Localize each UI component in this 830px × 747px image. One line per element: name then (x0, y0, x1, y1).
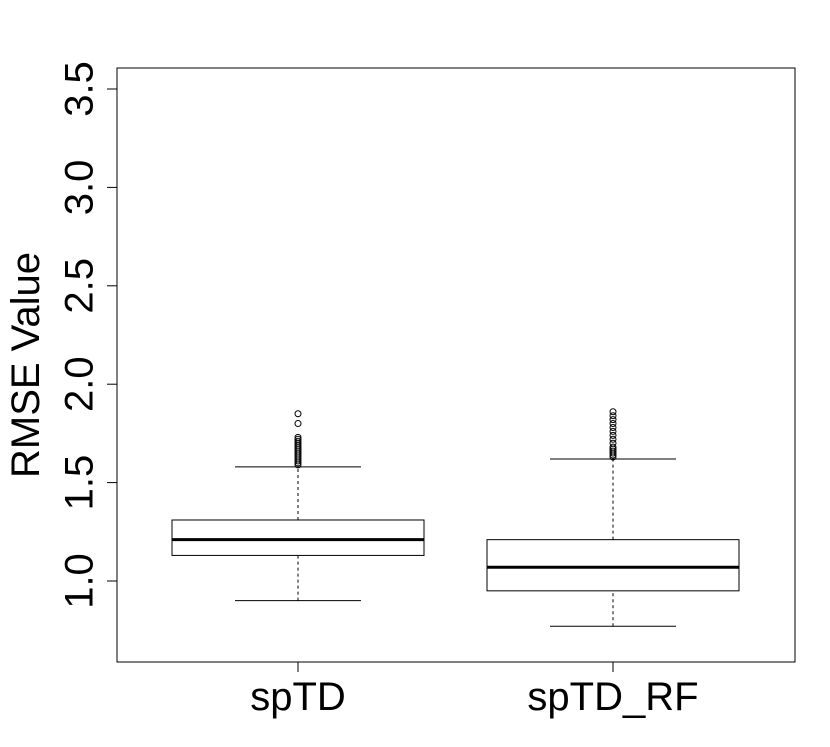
outlier-point (609, 408, 617, 416)
iqr-box (171, 519, 425, 556)
box-spTD_RF (486, 408, 740, 627)
y-axis-label: RMSE Value (4, 252, 48, 478)
outlier-point (609, 416, 617, 424)
outlier-point (294, 433, 302, 441)
iqr-box (486, 539, 740, 592)
x-tick-label: spTD (250, 675, 346, 719)
outlier-point (609, 439, 617, 447)
outlier-point (294, 410, 302, 418)
y-tick-label: 3.0 (57, 160, 101, 216)
outlier-point (609, 431, 617, 439)
y-tick-label: 2.0 (57, 356, 101, 412)
box-spTD (171, 410, 425, 602)
x-axis: spTD spTD_RF (250, 662, 699, 719)
plot-area (116, 67, 796, 663)
outlier-point (609, 427, 617, 435)
outlier-point (609, 423, 617, 431)
y-tick-label: 1.0 (57, 553, 101, 609)
x-tick-label: spTD_RF (527, 675, 698, 719)
outlier-point (609, 443, 617, 451)
y-axis: 1.0 1.5 2.0 2.5 3.0 3.5 (57, 61, 117, 609)
plot-frame (116, 67, 796, 663)
y-tick-label: 1.5 (57, 455, 101, 511)
outlier-point (609, 420, 617, 428)
outlier-point (294, 435, 302, 443)
outlier-point (609, 412, 617, 420)
outlier-point (294, 437, 302, 445)
y-tick-label: 3.5 (57, 61, 101, 117)
outlier-point (294, 420, 302, 428)
outlier-point (609, 435, 617, 443)
outlier-point (609, 447, 617, 455)
y-tick-label: 2.5 (57, 258, 101, 314)
